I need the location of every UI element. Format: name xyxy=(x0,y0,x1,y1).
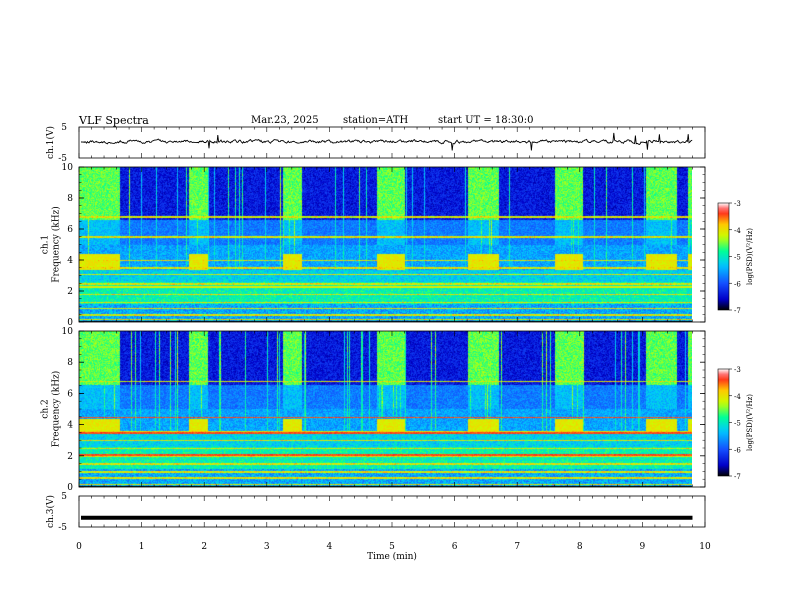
xtick-label: 4 xyxy=(327,542,333,552)
xtick-label: 9 xyxy=(640,542,646,552)
colorbar-tick-label: -4 xyxy=(734,227,741,235)
ch1-spectrogram-colorbar xyxy=(717,202,730,311)
ch1-spectrogram-ylabel-line: ch.1 xyxy=(41,235,51,254)
ytick-label: 6 xyxy=(67,225,73,235)
colorbar-tick-label: -5 xyxy=(734,254,741,262)
ch2-spectrogram-colorbar xyxy=(717,368,730,477)
ch1-ytick-label: 5 xyxy=(61,123,67,133)
date-label: Mar.23, 2025 xyxy=(251,115,319,126)
xtick-label: 8 xyxy=(577,542,583,552)
ch2-spectrogram-image xyxy=(79,331,692,487)
colorbar-tick-label: -4 xyxy=(734,393,741,401)
colorbar-tick-label: -6 xyxy=(734,446,741,454)
colorbar-tick-label: -3 xyxy=(734,366,741,374)
ch2-spectrogram-colorbar-label: log(PSD)(V²/Hz) xyxy=(746,394,754,451)
colorbar-tick-label: -6 xyxy=(734,280,741,288)
station-label: station=ATH xyxy=(343,115,409,126)
ch1-waveform-line xyxy=(80,132,693,151)
ytick-label: 10 xyxy=(62,163,74,173)
ch3-ylabel: ch.3(V) xyxy=(45,495,56,528)
colorbar-tick-label: -7 xyxy=(734,473,741,481)
ch1-spectrogram-ylabel-line: Frequency (kHz) xyxy=(51,206,62,283)
xtick-label: 0 xyxy=(76,542,82,552)
ch1-spectrogram-colorbar-label: log(PSD)(V²/Hz) xyxy=(746,228,754,285)
start-time-label: start UT = 18:30:0 xyxy=(438,115,534,126)
ytick-label: 4 xyxy=(67,421,73,431)
colorbar-tick-label: -5 xyxy=(734,420,741,428)
ch1-ylabel-line: ch.1(V) xyxy=(45,126,56,159)
chart-title: VLF Spectra xyxy=(79,114,149,127)
ytick-label: 6 xyxy=(67,389,73,399)
ytick-label: 10 xyxy=(62,327,74,337)
ch1-ytick-label: -5 xyxy=(58,154,67,164)
ch1-ylabel: ch.1(V) xyxy=(45,126,56,159)
ch3-ylabel-line: ch.3(V) xyxy=(45,495,56,528)
xtick-label: 2 xyxy=(201,542,207,552)
ytick-label: 8 xyxy=(67,194,73,204)
xtick-label: 7 xyxy=(514,542,520,552)
ytick-label: 2 xyxy=(67,452,73,462)
xtick-label: 10 xyxy=(699,542,711,552)
ch2-spectrogram-ylabel: ch.2 Frequency (kHz) xyxy=(41,371,62,448)
colorbar-label-text: log(PSD)(V²/Hz) xyxy=(746,394,754,451)
ch1-spectrogram-image xyxy=(79,167,692,322)
ytick-label: 0 xyxy=(67,318,73,328)
colorbar-tick-label: -3 xyxy=(734,200,741,208)
ch2-spectrogram-ylabel-line: ch.2 xyxy=(41,399,51,418)
ytick-label: 0 xyxy=(67,483,73,493)
xtick-label: 6 xyxy=(452,542,458,552)
colorbar-tick-label: -7 xyxy=(734,307,741,315)
ytick-label: 2 xyxy=(67,287,73,297)
ch1-spectrogram-ylabel: ch.1 Frequency (kHz) xyxy=(41,206,62,283)
xaxis-label: Time (min) xyxy=(367,551,417,562)
ytick-label: 8 xyxy=(67,358,73,368)
ytick-label: 4 xyxy=(67,256,73,266)
colorbar-label-text: log(PSD)(V²/Hz) xyxy=(746,228,754,285)
ch3-ytick-label: -5 xyxy=(58,523,67,533)
xtick-label: 1 xyxy=(139,542,145,552)
ch3-ytick-label: 5 xyxy=(61,492,67,502)
xtick-label: 5 xyxy=(389,542,395,552)
xtick-label: 3 xyxy=(264,542,270,552)
ch2-spectrogram-ylabel-line: Frequency (kHz) xyxy=(51,371,62,448)
